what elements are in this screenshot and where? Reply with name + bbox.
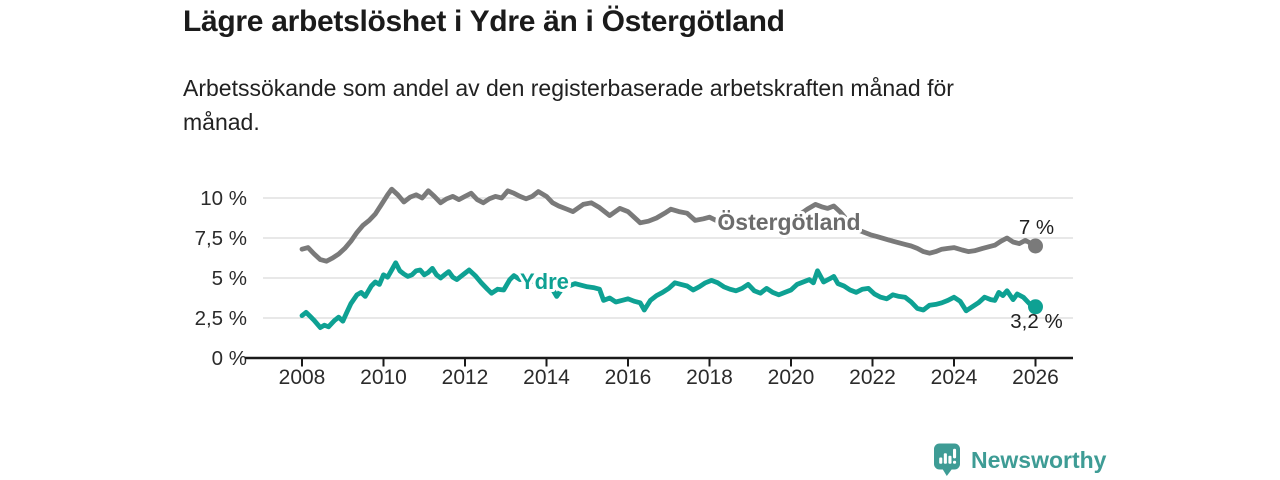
y-tick-label-7.5: 7,5 %	[195, 227, 247, 250]
series-end-value-label-ydre: 3,2 %	[1010, 310, 1062, 333]
x-tick-label-2012: 2012	[442, 366, 489, 389]
series-end-dot-ostergotland	[1028, 238, 1043, 254]
series-inline-label-ydre: Ydre	[520, 269, 569, 294]
series-inline-label-halo-ostergotland: Östergötland	[717, 209, 860, 235]
x-tick-label-2016: 2016	[605, 366, 652, 389]
y-tick-label-5: 5 %	[212, 267, 247, 290]
series-inline-label-halo-ydre: Ydre	[520, 269, 569, 294]
newsworthy-logo[interactable]: Newsworthy	[933, 443, 1106, 477]
newsworthy-logo-text: Newsworthy	[971, 446, 1107, 473]
y-tick-label-10: 10 %	[200, 187, 247, 210]
chart-subtitle: Arbetssökande som andel av den registerb…	[183, 75, 954, 135]
y-tick-label-2.5: 2,5 %	[195, 307, 247, 330]
x-tick-label-2008: 2008	[279, 366, 326, 389]
series-inline-label-ostergotland: Östergötland	[717, 209, 860, 235]
x-tick-label-2022: 2022	[849, 366, 896, 389]
x-tick-label-2018: 2018	[686, 366, 733, 389]
x-tick-label-2024: 2024	[931, 366, 978, 389]
y-tick-label-0: 0 %	[212, 347, 247, 370]
x-tick-label-2026: 2026	[1012, 366, 1059, 389]
x-tick-label-2014: 2014	[523, 366, 570, 389]
x-tick-label-2020: 2020	[768, 366, 815, 389]
series-line-ydre	[299, 260, 1038, 331]
page-title: Lägre arbetslöshet i Ydre än i Östergötl…	[183, 5, 785, 38]
newsworthy-bar-chart-bubble-icon	[934, 443, 960, 476]
x-tick-label-2010: 2010	[360, 366, 407, 389]
series-line-ostergotland	[299, 186, 1038, 264]
series-end-dot-ydre	[1028, 299, 1043, 315]
series-end-value-label-ostergotland: 7 %	[1019, 216, 1054, 239]
